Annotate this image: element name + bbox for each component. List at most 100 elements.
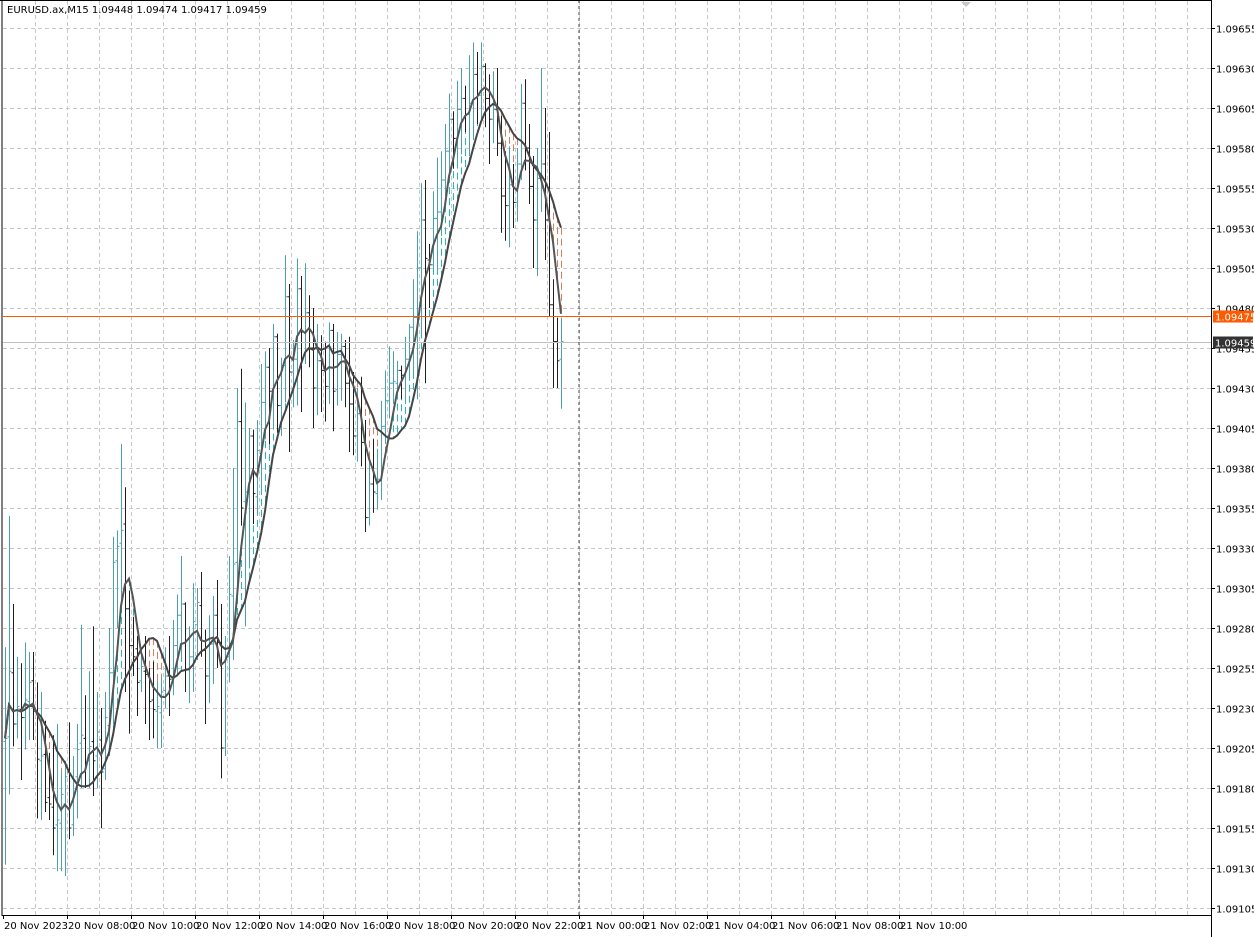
ohlc-bar: [447, 93, 452, 180]
price-axis-label: 1.09230: [1216, 705, 1254, 716]
time-axis-label: 20 Nov 20:00: [452, 921, 519, 932]
ohlc-bar: [287, 284, 292, 452]
ohlc-bar: [555, 317, 560, 388]
price-axis-label: 1.09105: [1216, 905, 1254, 916]
time-axis-label: 20 Nov 22:00: [516, 921, 583, 932]
price-axis-label: 1.09155: [1216, 825, 1254, 836]
time-axis-label: 21 Nov 10:00: [900, 921, 967, 932]
ohlc-bar: [319, 335, 324, 412]
ohlc-bar: [387, 346, 392, 419]
ohlc-bar: [79, 624, 84, 788]
ohlc-bar: [43, 720, 48, 812]
ask-price-badge-label: 1.09475: [1215, 313, 1254, 324]
ohlc-bar: [347, 336, 352, 452]
ohlc-bar: [75, 724, 80, 819]
ohlc-bar: [527, 124, 532, 204]
price-bars: [3, 42, 564, 876]
ohlc-bar: [7, 516, 12, 795]
ohlc-bar: [339, 333, 344, 401]
price-axis-label: 1.09605: [1216, 105, 1254, 116]
price-axis-label: 1.09580: [1216, 145, 1254, 156]
chart-header-info: EURUSD.ax,M15 1.09448 1.09474 1.09417 1.…: [7, 5, 267, 16]
time-axis-label: 21 Nov 08:00: [836, 921, 903, 932]
price-axis-label: 1.09630: [1216, 65, 1254, 76]
price-axis-label: 1.09205: [1216, 745, 1254, 756]
ohlc-bar: [131, 616, 136, 676]
ohlc-bar: [531, 156, 536, 268]
ohlc-bar: [375, 448, 380, 510]
ohlc-bar: [519, 84, 524, 180]
ohlc-bar: [491, 71, 496, 144]
time-axis-label: 20 Nov 08:00: [68, 921, 135, 932]
ohlc-bar: [479, 42, 484, 120]
ohlc-bar: [459, 68, 464, 155]
ohlc-bar: [103, 692, 108, 780]
time-axis-label: 21 Nov 04:00: [708, 921, 775, 932]
ohlc-bar: [371, 439, 376, 513]
ohlc-bar: [123, 487, 128, 692]
ohlc-bar: [423, 180, 428, 384]
price-axis-label: 1.09530: [1216, 225, 1254, 236]
price-axis-label: 1.09130: [1216, 865, 1254, 876]
ohlc-bar: [411, 279, 416, 372]
chart-shift-marker-icon[interactable]: [961, 2, 971, 7]
ohlc-bar: [143, 636, 148, 724]
ohlc-bar: [443, 124, 448, 196]
ohlc-bar: [179, 556, 184, 660]
ohlc-bar: [15, 656, 20, 739]
bid-price-badge: [1213, 336, 1253, 349]
time-axis-label: 20 Nov 10:00: [132, 921, 199, 932]
ohlc-bar: [275, 333, 280, 433]
time-axis-label: 21 Nov 06:00: [772, 921, 839, 932]
ohlc-bar: [127, 591, 132, 734]
ohlc-bar: [23, 642, 28, 750]
ohlc-bar: [235, 388, 240, 596]
price-axis-label: 1.09355: [1216, 505, 1254, 516]
ohlc-bar: [315, 324, 320, 416]
ask-price-badge: [1213, 310, 1253, 323]
bid-price-badge-label: 1.09459: [1215, 339, 1254, 350]
time-axis-label: 21 Nov 02:00: [644, 921, 711, 932]
price-axis-label: 1.09255: [1216, 665, 1254, 676]
ohlc-bar: [39, 692, 44, 820]
ohlc-bar: [59, 772, 64, 872]
ohlc-bar: [415, 231, 420, 400]
time-axis-label: 20 Nov 14:00: [260, 921, 327, 932]
ohlc-bar: [95, 692, 100, 788]
ohlc-bar: [391, 351, 396, 404]
price-axis-label: 1.09555: [1216, 185, 1254, 196]
ohlc-bar: [395, 360, 400, 390]
ohlc-bar: [335, 332, 340, 406]
ohlc-bar: [551, 279, 556, 388]
price-axis-label: 1.09655: [1216, 25, 1254, 36]
fast-ma-line: [4, 86, 562, 812]
ohlc-bar: [367, 460, 372, 526]
price-axis-label: 1.09180: [1216, 785, 1254, 796]
grid-lines: [3, 1, 1211, 915]
ohlc-bar: [251, 429, 256, 524]
ohlc-bar: [503, 151, 508, 241]
ohlc-bar: [195, 588, 200, 660]
ohlc-bar: [431, 191, 436, 268]
ohlc-bar: [91, 626, 96, 796]
price-axis-label: 1.09455: [1216, 345, 1254, 356]
ohlc-bar: [239, 368, 244, 526]
price-axis-label: 1.09280: [1216, 625, 1254, 636]
slow-ma-line: [4, 102, 562, 788]
ohlc-bar: [151, 661, 156, 739]
time-axis-label: 20 Nov 2023: [4, 921, 68, 932]
ohlc-bar: [55, 724, 60, 872]
price-axis-label: 1.09480: [1216, 305, 1254, 316]
ohlc-bar: [11, 604, 16, 747]
price-axis-label: 1.09505: [1216, 265, 1254, 276]
ohlc-bar: [295, 258, 300, 406]
ohlc-bar: [263, 351, 268, 440]
ohlc-bar: [115, 530, 120, 628]
ohlc-bar: [119, 444, 124, 612]
ohlc-bar: [487, 74, 492, 164]
ohlc-bar: [51, 735, 56, 856]
price-axis-label: 1.09405: [1216, 425, 1254, 436]
time-axis-label: 20 Nov 12:00: [196, 921, 263, 932]
